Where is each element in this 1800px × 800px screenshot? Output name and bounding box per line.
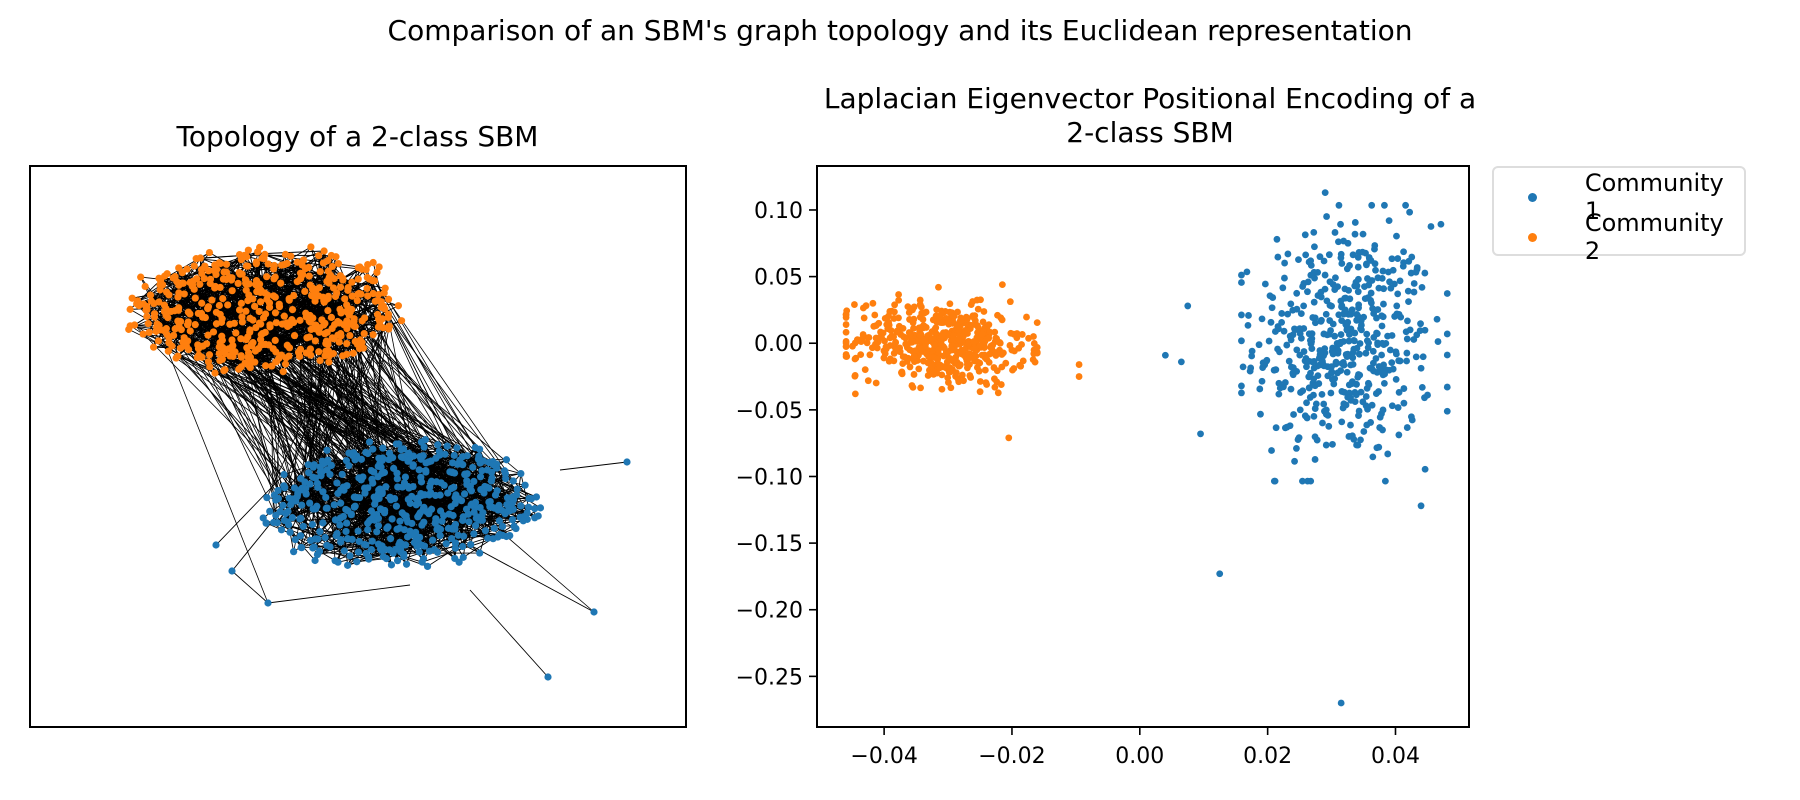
x-tick-label: 0.04 (1371, 744, 1420, 769)
scatter-series (1161, 189, 1451, 707)
y-tick-label: −0.25 (736, 665, 803, 690)
network-nodes (125, 243, 631, 681)
legend-marker-icon (1528, 232, 1537, 242)
x-tick-label: −0.02 (978, 744, 1045, 769)
y-tick-label: −0.10 (736, 465, 803, 490)
y-tick-label: −0.20 (736, 599, 803, 624)
y-tick-label: 0.05 (754, 266, 803, 291)
legend-label: Community 2 (1584, 209, 1724, 265)
legend-marker-icon (1528, 192, 1537, 202)
x-tick-label: −0.04 (850, 744, 917, 769)
left-panel-title: Topology of a 2-class SBM (176, 120, 539, 153)
x-tick-label: 0.02 (1243, 744, 1292, 769)
legend-item-community-1: Community 1 (1494, 169, 1744, 225)
y-tick-label: −0.05 (736, 399, 803, 424)
legend-label: Community 1 (1584, 169, 1724, 225)
right-panel-title-line2: 2-class SBM (1066, 116, 1234, 149)
network-plot-frame (29, 165, 687, 728)
figure-suptitle: Comparison of an SBM's graph topology an… (387, 14, 1413, 47)
legend-item-community-2: Community 2 (1494, 209, 1744, 265)
y-tick-label: 0.00 (754, 332, 803, 357)
legend: Community 1 Community 2 (1492, 166, 1746, 265)
right-panel-title: Laplacian Eigenvector Positional Encodin… (700, 82, 1600, 150)
y-tick-label: −0.15 (736, 532, 803, 557)
right-panel-title-line1: Laplacian Eigenvector Positional Encodin… (823, 82, 1477, 115)
scatter-series (842, 281, 1083, 442)
y-tick-label: 0.10 (754, 199, 803, 224)
x-tick-label: 0.00 (1115, 744, 1164, 769)
